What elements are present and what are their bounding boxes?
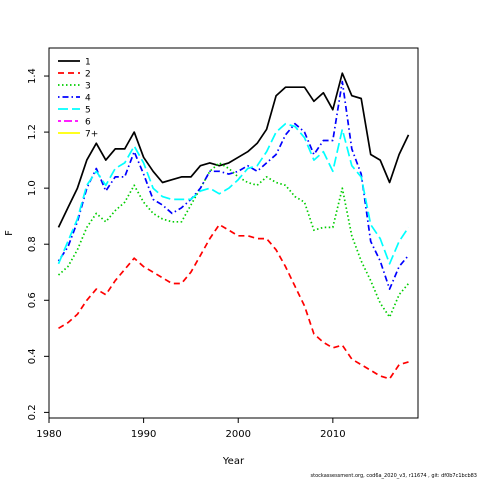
axes: 1980 1990 2000 2010 0.2 0.4 0.6 0.8 1.0 1.2 1.4 <box>27 47 419 440</box>
x-tick-label: 2000 <box>226 429 251 440</box>
y-tick-label: 0.6 <box>27 292 38 308</box>
plot-frame <box>48 47 419 419</box>
y-axis-title: F <box>4 230 15 236</box>
legend-label-4: 4 <box>85 94 91 104</box>
legend-label-1: 1 <box>85 58 91 68</box>
y-tick-label: 0.4 <box>27 348 38 364</box>
footer-credit: stockassessment.org, cod6a_2020_v3, r116… <box>310 473 477 479</box>
y-tick-label: 0.2 <box>27 404 38 420</box>
legend-label-2: 2 <box>85 70 91 80</box>
y-tick-label: 1.4 <box>27 68 38 84</box>
series-line-3 <box>57 162 410 318</box>
x-tick-label: 2010 <box>320 429 345 440</box>
series-line-4 <box>57 80 410 290</box>
y-tick-label: 0.8 <box>27 236 38 252</box>
series-line-1 <box>57 72 410 228</box>
legend: 1 2 3 4 5 6 7+ <box>58 58 98 140</box>
x-tick-label: 1990 <box>131 429 156 440</box>
x-axis-title: Year <box>222 456 245 467</box>
legend-label-5: 5 <box>85 106 91 116</box>
y-tick-label: 1.0 <box>27 180 38 196</box>
legend-label-6: 6 <box>85 118 91 128</box>
x-tick-label: 1980 <box>36 429 61 440</box>
legend-label-3: 3 <box>85 82 91 92</box>
y-tick-label: 1.2 <box>27 124 38 140</box>
series-line-2 <box>58 223 409 380</box>
legend-label-7plus: 7+ <box>85 130 98 140</box>
plot-area <box>57 72 410 380</box>
